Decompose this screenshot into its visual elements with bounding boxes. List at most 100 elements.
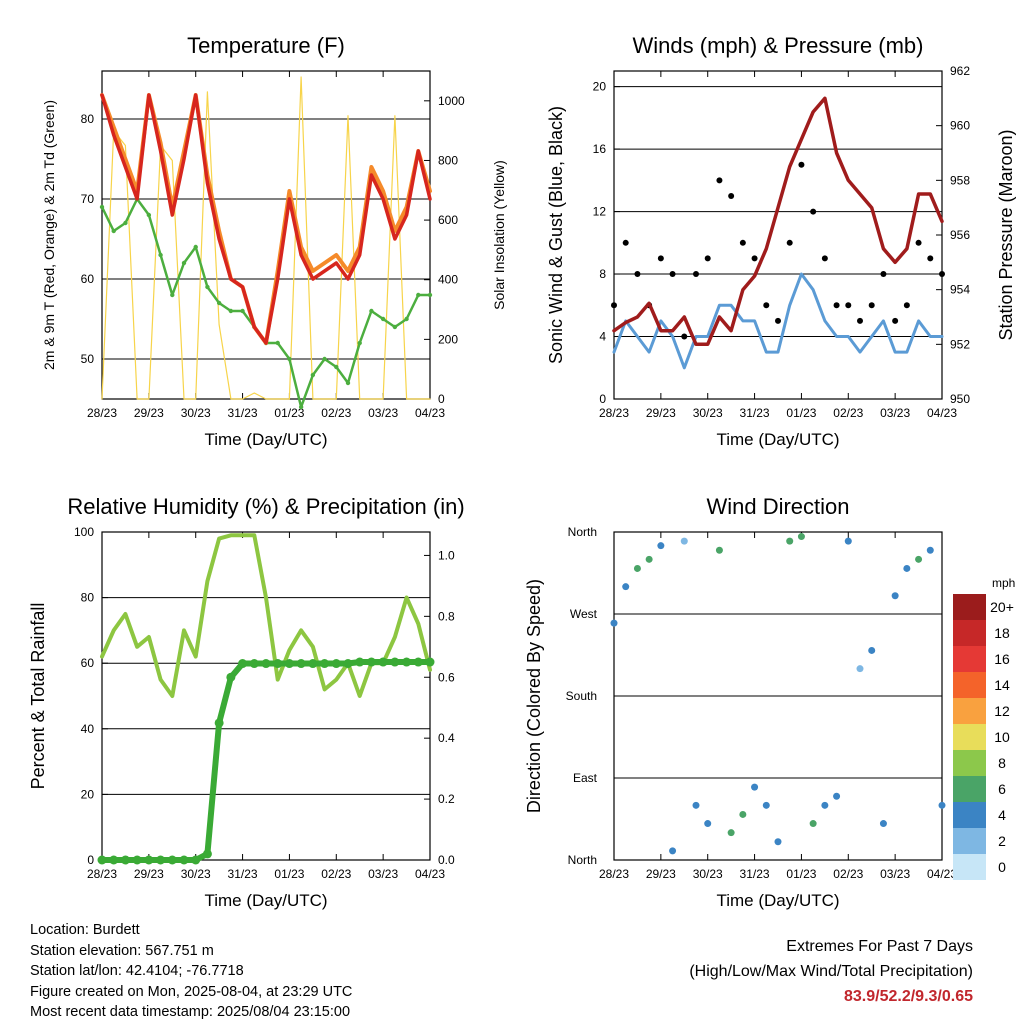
direction-point [762, 801, 770, 809]
x-tick-label: 29/23 [646, 406, 676, 420]
y-tick-label: 0 [87, 853, 94, 867]
precip-point [390, 657, 400, 667]
x-tick-label: 04/23 [927, 406, 957, 420]
location-text: Location: Burdett [30, 922, 140, 938]
gust-point [786, 239, 793, 246]
precip-point [97, 855, 107, 865]
gust-point [939, 271, 945, 278]
dewpoint-point [228, 308, 234, 314]
x-tick-label: 30/23 [693, 867, 723, 881]
y2-tick-label: 200 [438, 332, 458, 346]
direction-point [903, 564, 911, 572]
precip-point [249, 659, 259, 669]
x-tick-label: 03/23 [368, 867, 398, 881]
y-tick-label: 40 [81, 722, 95, 736]
dewpoint-point [369, 308, 374, 314]
legend-swatch [953, 724, 986, 750]
y-tick-label: 60 [81, 272, 95, 286]
y-tick-label: 20 [81, 787, 95, 801]
gust-point [751, 255, 758, 262]
y2-tick-label: 1.0 [438, 548, 455, 562]
y2-tick-label: 960 [950, 119, 970, 133]
direction-point [844, 537, 852, 545]
legend-label: 20+ [990, 599, 1014, 615]
y-tick-label: North [568, 525, 597, 539]
gust-point [763, 302, 770, 309]
legend-swatch [953, 698, 986, 724]
x-tick-label: 29/23 [134, 406, 164, 420]
y-tick-label: 4 [599, 330, 606, 344]
legend-label: 16 [994, 651, 1010, 667]
x-tick-label: 28/23 [599, 406, 629, 420]
dewpoint-point [193, 244, 198, 250]
dewpoint-point [205, 284, 210, 290]
chart-title: Wind Direction [706, 494, 849, 519]
precip-point [331, 659, 341, 669]
precip-point [378, 657, 388, 667]
precip-point [366, 657, 376, 667]
direction-point [833, 792, 841, 800]
y2-tick-label: 0.4 [438, 731, 455, 745]
x-tick-label: 04/23 [415, 406, 445, 420]
precip-point [273, 659, 283, 669]
gust-point [657, 255, 664, 262]
precip-point [261, 659, 271, 669]
x-tick-label: 03/23 [880, 406, 910, 420]
x-tick-label: 01/23 [274, 406, 304, 420]
x-tick-label: 28/23 [87, 406, 117, 420]
dewpoint-point [275, 340, 280, 346]
y2-tick-label: 952 [950, 337, 970, 351]
gust-point [892, 317, 899, 324]
legend-swatch [953, 828, 986, 854]
x-tick-label: 29/23 [646, 867, 676, 881]
x-tick-label: 01/23 [786, 406, 816, 420]
plot-frame [101, 531, 431, 861]
y-tick-label: 50 [81, 352, 95, 366]
x-tick-label: 04/23 [415, 867, 445, 881]
gust-point [704, 255, 711, 262]
gust-point [775, 317, 781, 324]
legend-label: 4 [998, 807, 1006, 823]
y-axis-label: Direction (Colored By Speed) [524, 579, 544, 813]
y2-tick-label: 958 [950, 173, 970, 187]
y2-tick-label: 0 [438, 392, 445, 406]
created-text: Figure created on Mon, 2025-08-04, at 23… [30, 983, 353, 1000]
station-info: Location: Burdett Station elevation: 567… [30, 920, 352, 1023]
y-tick-label: 60 [81, 656, 95, 670]
y-axis-label: Percent & Total Rainfall [28, 603, 48, 790]
direction-point [657, 542, 665, 550]
y-tick-label: North [568, 853, 597, 867]
gust-point [821, 255, 828, 262]
direction-point [879, 820, 887, 828]
x-tick-label: 04/23 [927, 867, 957, 881]
precip-point [226, 672, 236, 682]
dewpoint-point [181, 260, 187, 266]
legend-title: mph [992, 576, 1015, 590]
temp-2m-line [100, 93, 432, 345]
dewpoint-point [380, 316, 386, 322]
direction-point [797, 533, 805, 541]
x-tick-label: 31/23 [740, 867, 770, 881]
legend-label: 0 [998, 859, 1006, 875]
y2-tick-label: 0.6 [438, 670, 455, 684]
x-tick-label: 31/23 [228, 867, 258, 881]
legend-label: 14 [994, 677, 1010, 693]
x-tick-label: 02/23 [833, 867, 863, 881]
extremes-values: 83.9/52.2/9.3/0.65 [844, 988, 973, 1005]
precip-point [156, 855, 166, 865]
y-tick-label: 16 [593, 142, 607, 156]
direction-point [821, 801, 829, 809]
dewpoint-point [111, 228, 116, 234]
precip-point [320, 659, 330, 669]
legend-label: 2 [998, 833, 1006, 849]
legend-label: 18 [994, 625, 1010, 641]
legend-swatch [953, 672, 986, 698]
direction-point [669, 847, 677, 855]
x-tick-label: 03/23 [368, 406, 398, 420]
legend-label: 12 [994, 703, 1010, 719]
dewpoint-point [357, 340, 362, 346]
precip-point [132, 855, 142, 865]
direction-point [622, 583, 630, 591]
precip-point [179, 855, 189, 865]
